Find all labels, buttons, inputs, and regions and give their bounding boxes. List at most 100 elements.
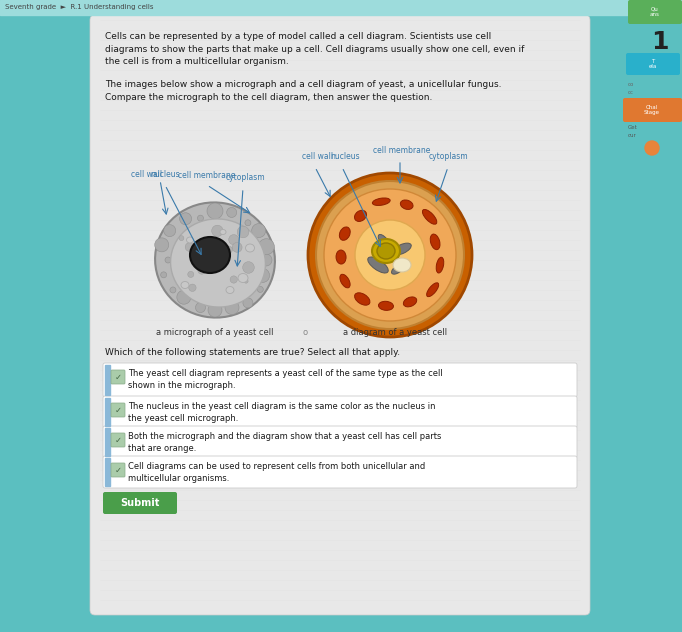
Text: cur: cur: [628, 133, 637, 138]
Circle shape: [188, 271, 194, 277]
Circle shape: [324, 189, 456, 321]
Circle shape: [237, 226, 249, 238]
Circle shape: [161, 272, 166, 278]
Ellipse shape: [170, 219, 265, 307]
Ellipse shape: [355, 210, 366, 221]
Circle shape: [170, 287, 176, 293]
Text: cell wall: cell wall: [302, 152, 333, 161]
Text: Seventh grade  ►  R.1 Understanding cells: Seventh grade ► R.1 Understanding cells: [5, 4, 153, 11]
Ellipse shape: [220, 229, 226, 234]
Text: Chal
Stage: Chal Stage: [644, 105, 660, 116]
Text: ✓: ✓: [115, 406, 121, 415]
Circle shape: [258, 239, 274, 255]
Text: cell wall: cell wall: [132, 170, 162, 179]
Text: Cells can be represented by a type of model called a cell diagram. Scientists us: Cells can be represented by a type of mo…: [105, 32, 524, 66]
Circle shape: [189, 284, 196, 291]
Text: Which of the following statements are true? Select all that apply.: Which of the following statements are tr…: [105, 348, 400, 357]
Ellipse shape: [403, 297, 417, 307]
Circle shape: [243, 298, 253, 308]
Circle shape: [196, 303, 205, 313]
FancyBboxPatch shape: [103, 492, 177, 514]
Ellipse shape: [372, 198, 390, 205]
FancyBboxPatch shape: [90, 15, 590, 615]
Circle shape: [230, 276, 237, 283]
Circle shape: [198, 267, 205, 274]
Text: a diagram of a yeast cell: a diagram of a yeast cell: [343, 328, 447, 337]
Ellipse shape: [226, 286, 234, 293]
Circle shape: [186, 243, 194, 252]
Circle shape: [243, 262, 254, 273]
FancyBboxPatch shape: [111, 370, 125, 384]
Circle shape: [260, 254, 272, 266]
FancyBboxPatch shape: [103, 426, 577, 458]
FancyBboxPatch shape: [103, 396, 577, 428]
Ellipse shape: [377, 243, 395, 259]
Ellipse shape: [379, 301, 394, 310]
Text: a micrograph of a yeast cell: a micrograph of a yeast cell: [156, 328, 273, 337]
Ellipse shape: [246, 244, 254, 252]
Ellipse shape: [238, 274, 248, 283]
Text: co: co: [628, 82, 634, 87]
Text: Submit: Submit: [120, 498, 160, 508]
Circle shape: [225, 301, 239, 315]
Bar: [105, 365, 110, 395]
Circle shape: [257, 286, 263, 293]
Circle shape: [205, 248, 218, 260]
Circle shape: [244, 279, 248, 283]
Circle shape: [252, 224, 266, 238]
FancyBboxPatch shape: [111, 463, 125, 477]
Ellipse shape: [355, 293, 370, 305]
Text: T
ela: T ela: [649, 59, 657, 70]
Ellipse shape: [340, 274, 350, 288]
Circle shape: [232, 243, 242, 252]
Text: Cell diagrams can be used to represent cells from both unicellular and
multicell: Cell diagrams can be used to represent c…: [128, 462, 426, 483]
Circle shape: [645, 141, 659, 155]
Circle shape: [208, 303, 222, 317]
Ellipse shape: [181, 281, 189, 288]
Bar: [0, 0, 682, 15]
FancyBboxPatch shape: [628, 0, 682, 24]
Text: The yeast cell diagram represents a yeast cell of the same type as the cell
show: The yeast cell diagram represents a yeas…: [128, 369, 443, 390]
Bar: [105, 458, 110, 486]
FancyBboxPatch shape: [626, 53, 680, 75]
Ellipse shape: [186, 237, 194, 243]
Circle shape: [245, 220, 251, 226]
Text: ✓: ✓: [115, 466, 121, 475]
Text: cytoplasm: cytoplasm: [225, 173, 265, 182]
Ellipse shape: [430, 234, 440, 250]
Text: The nucleus in the yeast cell diagram is the same color as the nucleus in
the ye: The nucleus in the yeast cell diagram is…: [128, 402, 436, 423]
FancyBboxPatch shape: [103, 456, 577, 488]
Text: nucleus: nucleus: [150, 170, 180, 179]
Ellipse shape: [379, 234, 390, 248]
Bar: [105, 428, 110, 456]
Text: The images below show a micrograph and a cell diagram of yeast, a unicellular fu: The images below show a micrograph and a…: [105, 80, 501, 102]
Ellipse shape: [190, 237, 230, 273]
FancyBboxPatch shape: [111, 433, 125, 447]
Ellipse shape: [393, 243, 411, 255]
Text: ✓: ✓: [115, 435, 121, 444]
Text: ✓: ✓: [115, 372, 121, 382]
Text: cc: cc: [628, 90, 634, 95]
Text: cell membrane: cell membrane: [178, 171, 236, 180]
Circle shape: [165, 257, 171, 263]
Text: Qu
ans: Qu ans: [650, 6, 660, 18]
Circle shape: [213, 259, 220, 267]
Text: cell membrane: cell membrane: [373, 146, 431, 155]
Ellipse shape: [400, 200, 413, 209]
FancyBboxPatch shape: [623, 98, 682, 122]
FancyBboxPatch shape: [111, 403, 125, 417]
Text: nucleus: nucleus: [330, 152, 360, 161]
Circle shape: [155, 238, 168, 252]
Ellipse shape: [368, 257, 388, 273]
Ellipse shape: [391, 264, 404, 274]
Circle shape: [164, 224, 176, 236]
Circle shape: [179, 236, 184, 241]
Circle shape: [177, 290, 191, 304]
Ellipse shape: [393, 258, 411, 272]
Circle shape: [226, 246, 233, 253]
Ellipse shape: [340, 227, 351, 240]
Ellipse shape: [155, 202, 275, 317]
Circle shape: [308, 173, 472, 337]
Circle shape: [256, 269, 269, 283]
Text: 1: 1: [651, 30, 669, 54]
